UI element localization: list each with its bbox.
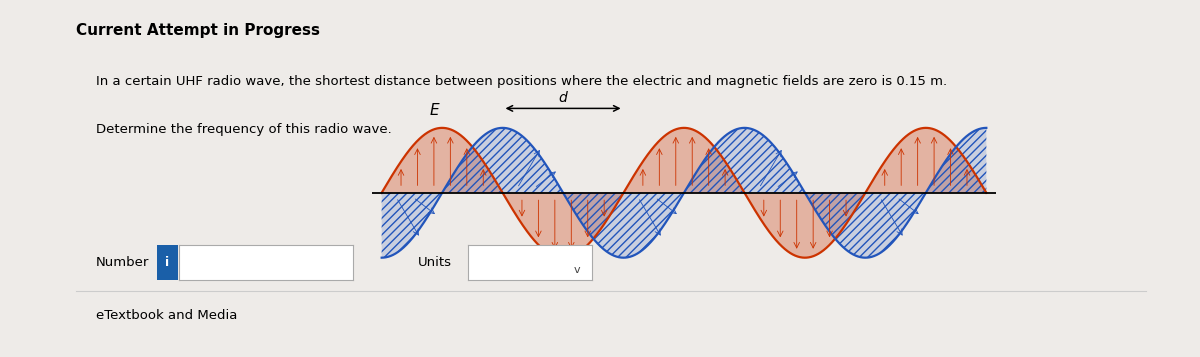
Text: i: i <box>166 256 169 269</box>
Text: Determine the frequency of this radio wave.: Determine the frequency of this radio wa… <box>96 123 391 136</box>
Text: Current Attempt in Progress: Current Attempt in Progress <box>76 23 319 38</box>
Text: d: d <box>559 91 568 105</box>
Text: In a certain UHF radio wave, the shortest distance between positions where the e: In a certain UHF radio wave, the shortes… <box>96 75 947 88</box>
Text: Number: Number <box>96 256 149 269</box>
Text: B: B <box>541 261 551 276</box>
Text: eTextbook and Media: eTextbook and Media <box>96 310 238 322</box>
Text: v: v <box>574 265 580 275</box>
Text: Units: Units <box>418 256 451 269</box>
Text: E: E <box>430 103 439 118</box>
